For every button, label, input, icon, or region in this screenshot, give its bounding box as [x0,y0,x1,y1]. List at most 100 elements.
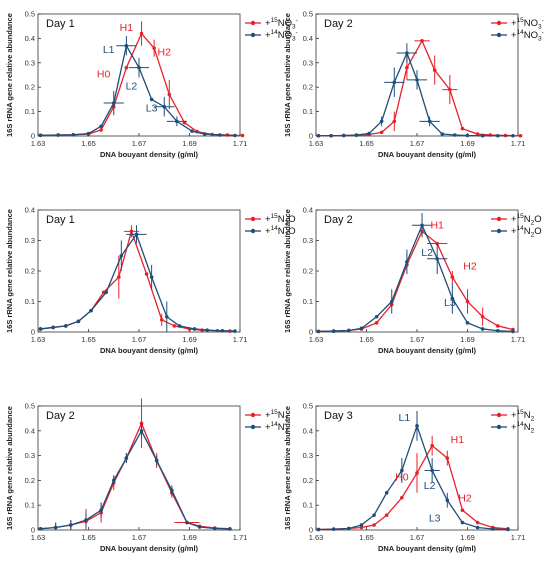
x-tick-label: 1.65 [81,533,96,542]
data-point [162,104,167,109]
legend-swatch-marker [250,412,256,418]
data-point [490,527,495,531]
legend-label: +15N2O [265,213,296,227]
data-point [460,126,465,131]
data-point [38,327,43,331]
x-tick-label: 1.67 [132,533,147,542]
legend-label: +14N2 [511,421,535,435]
data-point [460,520,465,525]
legend: +15NO3-+14NO3- [491,17,544,43]
legend-label: +14N2 [265,421,289,435]
chart-panel-1: 0 0.1 0.2 0.3 0.4 0.5 1.63 1.65 1.67 1.69 1.71 DNA … [5,10,298,160]
peak-annotation: L1 [399,412,411,424]
data-point [518,133,523,138]
data-point [316,329,321,334]
legend-sub: 2 [285,428,289,435]
data-point [465,321,470,325]
x-tick-label: 1.65 [359,139,374,148]
y-tick-label: 0.2 [25,476,35,485]
data-point [347,526,351,531]
data-point [159,318,164,322]
legend-pre: N [278,410,285,421]
legend-sup: - [296,30,298,37]
y-tick-label: 0.2 [303,476,313,485]
peak-annotation: L2 [126,81,138,93]
peak-annotation: H0 [97,68,111,80]
data-point [405,260,409,264]
legend-sign: + [511,410,517,421]
data-point [392,80,397,85]
data-point [119,253,124,258]
data-point [89,308,93,313]
legend-pre: N [278,422,285,433]
legend-sign: + [511,422,517,433]
data-point [124,65,129,70]
legend-swatch-marker [496,32,502,38]
y-tick-label: 0 [309,526,313,535]
y-tick-label: 0.1 [303,107,313,116]
data-point [51,325,55,330]
y-tick-label: 0.5 [25,10,35,19]
data-point [405,65,409,70]
y-tick-label: 0.4 [25,34,35,43]
data-point [137,65,141,70]
y-tick-label: 0.2 [25,267,35,276]
legend-label: +14NO3- [265,29,298,43]
x-tick-label: 1.63 [31,335,46,344]
y-tick-label: 0 [31,328,35,337]
y-axis-title: 16S rRNA gene relative abundance [5,209,14,333]
legend-sign: + [511,30,517,41]
x-axis-title: DNA bouyant density (g/ml) [378,544,477,553]
x-axis-title: DNA bouyant density (g/ml) [100,346,199,355]
series-line [40,429,230,530]
y-tick-label: 0 [309,132,313,141]
x-tick-label: 1.69 [460,533,475,542]
data-point [480,133,485,138]
peak-annotation: L3 [429,512,441,524]
y-axis-title: 16S rRNA gene relative abundance [5,406,14,530]
data-point [218,133,222,137]
x-tick-label: 1.65 [81,335,96,344]
y-tick-label: 0 [31,132,35,141]
legend-sign: + [265,410,271,421]
legend-pre: N [524,214,531,225]
data-point [480,327,485,331]
plot-frame [315,209,519,333]
legend-iso: 15 [517,213,525,220]
data-point [139,31,144,36]
y-tick-label: 0.1 [25,297,35,306]
series-2 [316,43,515,138]
data-point [450,275,455,279]
data-point [71,132,76,137]
legend-iso: 15 [271,409,279,416]
data-point [374,314,379,319]
data-point [359,525,364,530]
x-tick-label: 1.67 [410,533,425,542]
legend-sup: - [296,18,298,25]
data-point [400,468,404,473]
y-tick-label: 0.4 [25,426,35,435]
x-axis-title: DNA bouyant density (g/ml) [100,150,199,159]
legend-pre: NO [524,30,538,41]
data-point [220,328,225,333]
y-tick-label: 0.1 [25,107,35,116]
data-point [99,128,103,132]
series-1 [316,229,515,334]
data-point [124,456,129,460]
peak-annotation: H1 [451,434,465,446]
data-point [392,119,397,124]
y-tick-label: 0.2 [303,83,313,92]
data-point [496,133,500,138]
chart-panel-3: 0 0.1 0.2 0.3 0.4 1.63 1.65 1.67 1.69 1.71 DNA bou… [5,206,296,356]
legend-label: +14N2O [511,225,542,239]
data-point [475,525,480,530]
data-point [367,131,371,136]
y-tick-label: 0.3 [303,58,313,67]
x-tick-label: 1.69 [182,139,197,148]
legend-sign: + [511,226,517,237]
data-point [233,133,237,138]
data-point [331,329,336,333]
data-point [205,328,209,332]
legend-sub: 2 [531,428,535,435]
